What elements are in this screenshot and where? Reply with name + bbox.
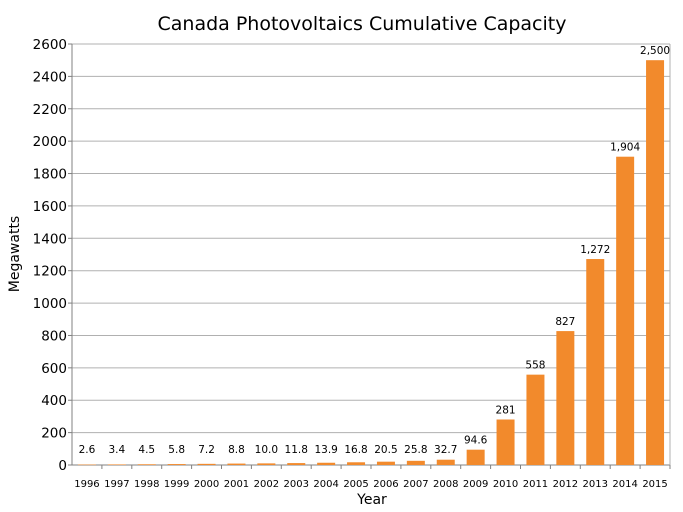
data-label: 2,500 xyxy=(640,45,670,57)
y-tick-label: 2000 xyxy=(33,134,67,150)
data-label: 11.8 xyxy=(285,444,308,456)
data-label: 1,272 xyxy=(580,244,610,256)
data-label: 25.8 xyxy=(404,444,427,456)
y-tick-label: 1800 xyxy=(33,167,67,183)
data-label: 10.0 xyxy=(255,444,278,456)
x-tick-label: 2007 xyxy=(403,479,428,490)
bar-1997 xyxy=(107,464,126,465)
x-tick-label: 2003 xyxy=(284,479,309,490)
y-tick-label: 2400 xyxy=(33,69,67,85)
x-tick-label: 2006 xyxy=(373,479,398,490)
x-tick-label: 2013 xyxy=(583,479,608,490)
bar-2003 xyxy=(287,463,306,465)
x-tick-label: 1996 xyxy=(74,479,99,490)
bar-1999 xyxy=(167,464,186,465)
bar-2011 xyxy=(526,374,545,465)
x-tick-label: 1999 xyxy=(164,479,189,490)
y-tick-label: 0 xyxy=(58,458,67,474)
x-tick-label: 1997 xyxy=(104,479,129,490)
data-label: 4.5 xyxy=(138,444,155,456)
bar-2004 xyxy=(317,462,336,465)
data-label: 281 xyxy=(496,404,516,416)
bar-2010 xyxy=(496,419,515,465)
bar-1996 xyxy=(77,464,96,466)
x-tick-label: 2001 xyxy=(224,479,249,490)
data-label: 1,904 xyxy=(610,142,640,154)
x-tick-label: 2004 xyxy=(313,479,338,490)
bar-2009 xyxy=(466,449,485,465)
chart-title: Canada Photovoltaics Cumulative Capacity xyxy=(158,13,567,35)
data-label: 8.8 xyxy=(228,444,245,456)
x-tick-label: 2011 xyxy=(523,479,548,490)
bar-2013 xyxy=(586,259,605,465)
x-tick-label: 2008 xyxy=(433,479,458,490)
bar-2006 xyxy=(376,461,395,465)
x-axis-label: Year xyxy=(356,492,387,508)
y-tick-label: 600 xyxy=(41,361,67,377)
data-label: 32.7 xyxy=(434,444,457,456)
x-axis-ticks: 1996 1997 1998 1999 2000 2001 2002 2003 2004 2005… xyxy=(74,465,671,490)
y-tick-label: 800 xyxy=(41,328,67,344)
y-tick-label: 2200 xyxy=(33,102,67,118)
y-tick-label: 1000 xyxy=(33,296,67,312)
bar-2005 xyxy=(347,462,366,465)
data-label: 558 xyxy=(525,360,545,372)
y-tick-label: 400 xyxy=(41,393,67,409)
bars: 2.6 3.4 4.5 5.8 7.2 8.8 10.0 11.8 13.9 16.8 20.5 25… xyxy=(77,45,670,466)
x-tick-label: 2015 xyxy=(642,479,667,490)
data-label: 827 xyxy=(555,316,575,328)
x-tick-label: 2009 xyxy=(463,479,488,490)
data-label: 2.6 xyxy=(79,444,96,456)
bar-2002 xyxy=(257,463,276,465)
y-tick-label: 1400 xyxy=(33,231,67,247)
x-tick-label: 2005 xyxy=(343,479,368,490)
x-tick-label: 2012 xyxy=(553,479,578,490)
bar-2000 xyxy=(197,463,216,465)
bar-1998 xyxy=(137,464,156,465)
y-tick-label: 2600 xyxy=(33,37,67,53)
x-tick-label: 2002 xyxy=(254,479,279,490)
x-tick-label: 2000 xyxy=(194,479,219,490)
data-label: 5.8 xyxy=(168,444,185,456)
bar-2008 xyxy=(436,459,455,465)
data-label: 94.6 xyxy=(464,435,488,447)
data-label: 7.2 xyxy=(198,444,215,456)
bar-2001 xyxy=(227,463,246,465)
y-axis-ticks: 0 200 400 600 800 1000 1200 1400 1600 1800 2000 220… xyxy=(33,37,72,474)
bar-2012 xyxy=(556,331,575,465)
gridlines xyxy=(71,43,671,466)
data-label: 20.5 xyxy=(374,444,397,456)
y-axis-label: Megawatts xyxy=(7,216,23,292)
data-label: 13.9 xyxy=(314,444,337,456)
x-tick-label: 2010 xyxy=(493,479,518,490)
y-tick-label: 1200 xyxy=(33,264,67,280)
bar-2007 xyxy=(406,460,425,465)
data-label: 16.8 xyxy=(344,444,367,456)
y-tick-label: 1600 xyxy=(33,199,67,215)
bar-2014 xyxy=(616,156,635,465)
x-tick-label: 2014 xyxy=(612,479,637,490)
y-tick-label: 200 xyxy=(41,426,67,442)
bar-2015 xyxy=(646,60,665,465)
data-label: 3.4 xyxy=(108,444,125,456)
x-tick-label: 1998 xyxy=(134,479,159,490)
